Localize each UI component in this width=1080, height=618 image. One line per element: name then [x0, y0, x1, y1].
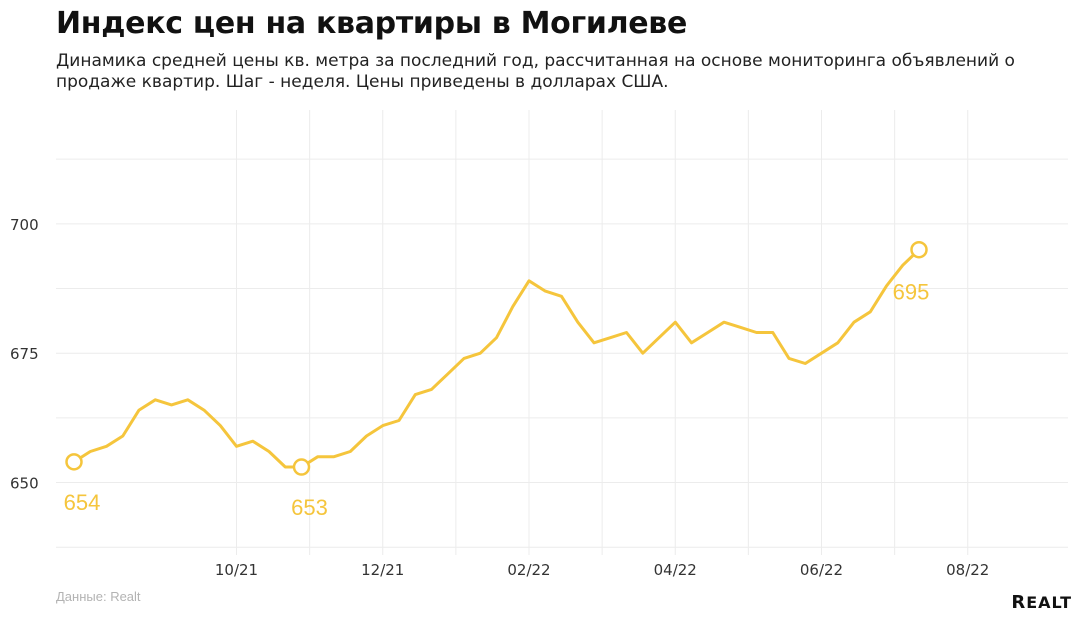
x-tick-label: 10/21	[215, 561, 258, 579]
x-tick-label: 08/22	[946, 561, 989, 579]
data-point-label: 695	[893, 280, 930, 305]
y-axis-ticks: 650 675 700	[10, 216, 39, 493]
annotation-layer: 654 653 695	[64, 240, 930, 520]
chart-subtitle: Динамика средней цены кв. метра за после…	[56, 51, 1015, 92]
y-tick-label: 675	[10, 345, 39, 363]
data-source: Данные: Realt	[56, 589, 141, 604]
x-axis-ticks: 10/21 12/21 02/22 04/22 06/22 08/22	[215, 561, 989, 579]
x-tick-label: 06/22	[800, 561, 843, 579]
grid-lines	[56, 110, 1068, 555]
x-tick-label: 12/21	[361, 561, 404, 579]
y-tick-label: 700	[10, 216, 39, 234]
y-tick-label: 650	[10, 475, 39, 493]
price-series-line	[72, 248, 921, 469]
chart-title: Индекс цен на квартиры в Могилеве	[56, 6, 688, 41]
series-layer	[72, 248, 921, 469]
data-point-marker	[910, 240, 928, 259]
x-tick-label: 04/22	[654, 561, 697, 579]
data-point-marker	[65, 453, 83, 471]
data-point-label: 654	[64, 490, 101, 515]
data-point-label: 653	[291, 495, 328, 520]
x-tick-label: 02/22	[507, 561, 550, 579]
data-point-marker	[292, 458, 311, 476]
realt-logo: REALT	[1011, 592, 1072, 613]
